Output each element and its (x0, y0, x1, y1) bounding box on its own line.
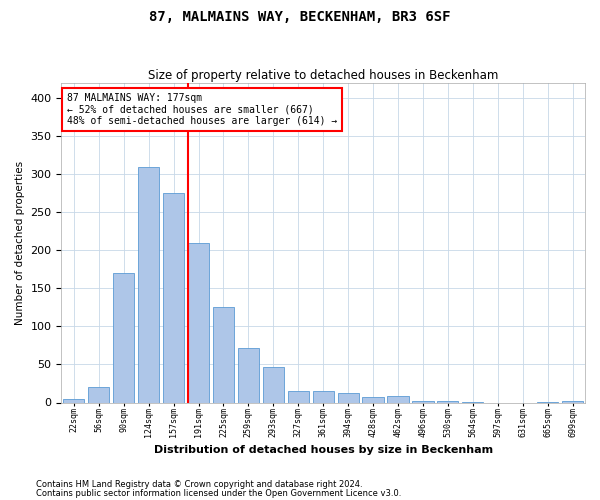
Title: Size of property relative to detached houses in Beckenham: Size of property relative to detached ho… (148, 69, 499, 82)
Bar (437, 401, 458, 402)
Bar (287, 391, 309, 402)
Bar (362, 397, 383, 402)
X-axis label: Distribution of detached houses by size in Beckenham: Distribution of detached houses by size … (154, 445, 493, 455)
Bar (562, 401, 583, 402)
Y-axis label: Number of detached properties: Number of detached properties (15, 161, 25, 325)
Bar (412, 401, 434, 402)
Bar (213, 308, 234, 402)
Bar (188, 243, 209, 402)
Text: 87, MALMAINS WAY, BECKENHAM, BR3 6SF: 87, MALMAINS WAY, BECKENHAM, BR3 6SF (149, 10, 451, 24)
Text: 87 MALMAINS WAY: 177sqm
← 52% of detached houses are smaller (667)
48% of semi-d: 87 MALMAINS WAY: 177sqm ← 52% of detache… (67, 92, 337, 126)
Bar (263, 367, 284, 402)
Bar (313, 391, 334, 402)
Bar (338, 392, 359, 402)
Bar (163, 194, 184, 402)
Text: Contains HM Land Registry data © Crown copyright and database right 2024.: Contains HM Land Registry data © Crown c… (36, 480, 362, 489)
Text: Contains public sector information licensed under the Open Government Licence v3: Contains public sector information licen… (36, 488, 401, 498)
Bar (238, 348, 259, 403)
Bar (88, 388, 109, 402)
Bar (63, 398, 85, 402)
Bar (138, 167, 159, 402)
Bar (388, 396, 409, 402)
Bar (113, 273, 134, 402)
